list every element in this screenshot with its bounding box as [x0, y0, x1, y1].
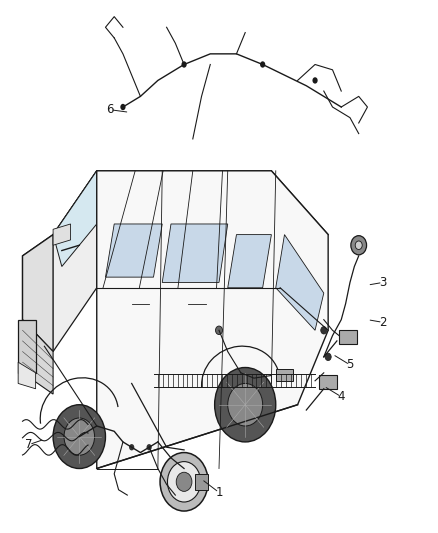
Bar — [319, 375, 337, 389]
Circle shape — [355, 241, 362, 249]
Polygon shape — [53, 224, 71, 245]
Text: 6: 6 — [106, 103, 113, 116]
Text: 1: 1 — [215, 486, 223, 499]
Circle shape — [325, 353, 331, 361]
Circle shape — [321, 327, 327, 334]
Circle shape — [181, 61, 187, 68]
Circle shape — [160, 453, 208, 511]
Circle shape — [215, 368, 276, 442]
Circle shape — [53, 405, 106, 469]
Circle shape — [176, 472, 192, 491]
Polygon shape — [162, 224, 228, 282]
Polygon shape — [228, 235, 272, 288]
Bar — [195, 474, 208, 490]
Text: 3: 3 — [379, 276, 386, 289]
Circle shape — [215, 326, 223, 335]
Circle shape — [260, 61, 265, 68]
Circle shape — [228, 383, 263, 426]
Polygon shape — [18, 320, 35, 373]
Polygon shape — [276, 235, 324, 330]
Circle shape — [351, 236, 367, 255]
Polygon shape — [53, 171, 328, 288]
Polygon shape — [106, 224, 162, 277]
Text: 7: 7 — [25, 438, 33, 451]
Circle shape — [147, 444, 152, 450]
Polygon shape — [53, 171, 97, 266]
Polygon shape — [22, 235, 53, 352]
Circle shape — [312, 77, 318, 84]
Polygon shape — [22, 171, 97, 352]
Bar — [339, 330, 357, 344]
Circle shape — [64, 418, 95, 455]
Text: 5: 5 — [346, 358, 353, 372]
Circle shape — [129, 444, 134, 450]
Text: 2: 2 — [379, 316, 386, 329]
Polygon shape — [97, 171, 328, 469]
Polygon shape — [22, 320, 53, 394]
Circle shape — [167, 462, 201, 502]
Bar — [276, 369, 293, 381]
Polygon shape — [18, 362, 35, 389]
Circle shape — [120, 104, 126, 110]
Text: 4: 4 — [338, 390, 345, 403]
